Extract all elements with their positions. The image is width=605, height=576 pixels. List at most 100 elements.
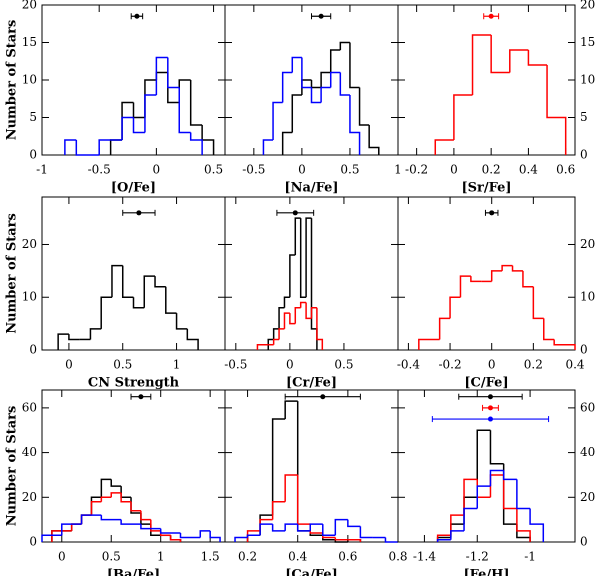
x-axis-label: CN Strength: [88, 376, 180, 391]
histogram-step: [463, 496, 478, 525]
error-point: [487, 405, 493, 411]
x-tick-label: -0.2: [405, 163, 428, 177]
error-point: [487, 394, 493, 400]
histogram-step: [502, 474, 517, 510]
histogram-step: [459, 275, 471, 298]
histogram-step: [449, 296, 461, 319]
histogram-step: [278, 307, 285, 329]
histogram-step: [489, 469, 504, 487]
x-tick-label: -0.5: [224, 358, 247, 372]
histogram-step: [368, 125, 380, 155]
histogram-step: [299, 301, 307, 308]
y-tick-label: 15: [580, 35, 595, 49]
x-tick-label: 1.5: [201, 550, 220, 564]
x-axis-label: [Sr/Fe]: [461, 181, 511, 196]
histogram-step: [490, 35, 510, 74]
y-tick-label: 5: [29, 110, 37, 124]
x-tick-label: 0: [450, 163, 458, 177]
y-tick-label: 10: [580, 290, 595, 304]
histogram-step: [463, 478, 478, 516]
histogram-step: [259, 518, 273, 531]
histogram-step: [109, 139, 123, 155]
histogram-step: [246, 530, 261, 542]
y-tick-label: 0: [580, 148, 588, 162]
x-tick-label: 0: [298, 163, 306, 177]
x-tick-label: 0.2: [238, 550, 257, 564]
histogram-step: [140, 510, 151, 521]
histogram-step: [80, 514, 92, 525]
histogram-step: [143, 275, 156, 308]
histogram-step: [144, 79, 157, 118]
histogram-step: [186, 328, 199, 350]
histogram-step: [100, 515, 122, 521]
error-point: [318, 13, 324, 19]
histogram-step: [70, 523, 82, 531]
histogram-step: [100, 496, 112, 502]
histogram-step: [132, 117, 145, 134]
histogram-step: [471, 34, 492, 95]
histogram-step: [272, 338, 280, 345]
y-tick-label: 20: [580, 237, 595, 251]
x-tick-label: 0.4: [519, 163, 538, 177]
histogram-step: [100, 296, 112, 329]
y-axis-label: Number of Stars: [5, 20, 20, 141]
histogram-step: [334, 518, 348, 536]
histogram-step: [259, 514, 273, 536]
x-tick-label: 0.2: [524, 358, 543, 372]
histogram-step: [267, 338, 274, 350]
y-tick-label: 60: [22, 400, 37, 414]
histogram-step: [320, 86, 331, 103]
histogram-step: [516, 524, 531, 542]
histogram-step: [553, 339, 576, 350]
y-tick-label: 0: [29, 535, 37, 549]
histogram-step: [543, 318, 555, 341]
y-tick-label: 40: [580, 445, 595, 459]
histogram-step: [61, 523, 82, 536]
x-tick-label: -1.2: [466, 550, 489, 564]
error-point: [488, 13, 494, 19]
axes-frame: [397, 196, 576, 351]
histogram-step: [329, 71, 341, 88]
histogram-step: [490, 270, 503, 282]
x-tick-label: -1: [524, 550, 536, 564]
histogram-step: [178, 87, 191, 134]
histogram-step: [299, 218, 307, 298]
histogram-step: [546, 65, 567, 155]
x-tick-label: 0: [65, 358, 73, 372]
histogram-step: [476, 485, 491, 509]
error-point: [134, 13, 140, 19]
x-tick-label: 0.2: [482, 163, 501, 177]
x-tick-label: 0: [153, 163, 161, 177]
histogram-step: [90, 496, 102, 516]
x-tick-label: 0.4: [288, 550, 307, 564]
x-axis-label: [Ba/Fe]: [107, 568, 160, 576]
histogram-step: [281, 131, 293, 155]
axes-frame: [224, 389, 399, 543]
axes-frame: [397, 389, 576, 543]
histogram-step: [511, 265, 523, 272]
histogram-step: [310, 307, 317, 319]
error-point: [320, 394, 326, 400]
histogram-step: [271, 524, 286, 532]
histogram-step: [489, 474, 504, 498]
histogram-step: [522, 270, 534, 288]
histogram-step: [358, 87, 370, 126]
y-tick-label: 0: [580, 535, 588, 549]
histogram-step: [289, 313, 296, 325]
histogram-step: [339, 72, 350, 96]
histogram-step: [296, 474, 311, 525]
histogram-step: [450, 530, 465, 540]
y-tick-label: 0: [29, 343, 37, 357]
histogram-step: [527, 50, 548, 66]
histogram-step: [516, 479, 531, 510]
error-point: [489, 210, 495, 216]
histogram-step: [284, 523, 298, 531]
histogram-step: [90, 501, 102, 516]
histogram-step: [144, 94, 157, 133]
histogram-step: [281, 71, 293, 103]
x-tick-label: 0.5: [204, 163, 223, 177]
x-tick-label: -1: [36, 163, 48, 177]
x-tick-label: 0: [58, 550, 66, 564]
histogram-step: [284, 400, 298, 420]
x-tick-label: -0.5: [242, 163, 265, 177]
